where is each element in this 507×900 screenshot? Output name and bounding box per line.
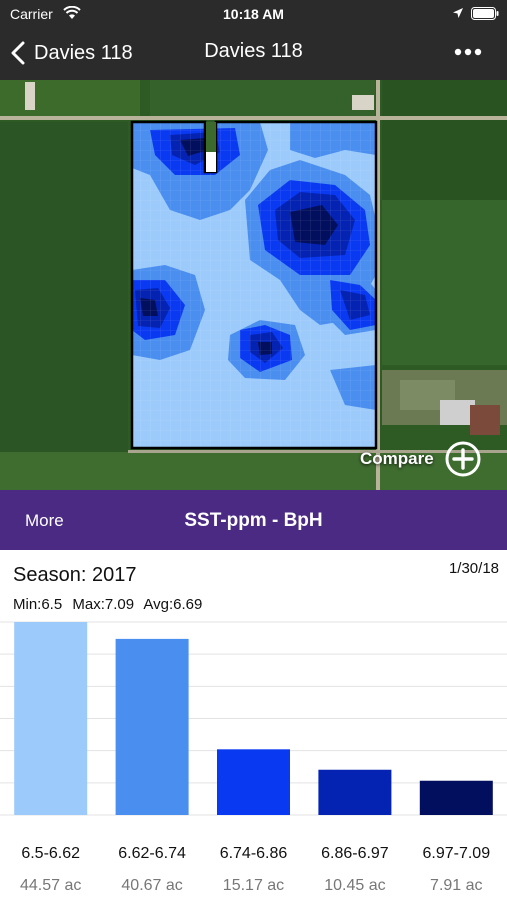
- back-label: Davies 118: [34, 41, 133, 64]
- bar-acres-label: 40.67 ac: [121, 877, 182, 894]
- wifi-icon: [63, 6, 81, 19]
- bar-range-label: 6.5-6.62: [21, 845, 80, 862]
- clock: 10:18 AM: [223, 6, 284, 22]
- back-button[interactable]: Davies 118: [10, 38, 133, 68]
- bar-range-label: 6.97-7.09: [422, 845, 490, 862]
- compare-label: Compare: [360, 449, 434, 468]
- season-label: Season: 2017: [13, 564, 137, 586]
- season-info: Season: 2017 1/30/18 Min:6.5 Max:7.09 Av…: [0, 550, 507, 620]
- more-options-icon[interactable]: [453, 40, 483, 64]
- min-stat: Min:6.5: [13, 596, 63, 613]
- bar-range-label: 6.62-6.74: [118, 845, 186, 862]
- satellite-image: [0, 80, 507, 490]
- bar-range-label: 6.74-6.86: [220, 845, 288, 862]
- histogram-bar[interactable]: [318, 769, 392, 815]
- top-bar: Carrier 10:18 AM Davies 118 Davies 118: [0, 0, 507, 80]
- bar-acres-label: 7.91 ac: [430, 877, 482, 894]
- histogram-chart: 6.5-6.62 44.57 ac 6.62-6.74 40.67 ac 6.74-6.…: [0, 620, 507, 900]
- histogram-bar[interactable]: [217, 749, 290, 815]
- histogram-bar[interactable]: [419, 780, 493, 815]
- compare-button[interactable]: Compare: [360, 440, 482, 478]
- status-bar: Carrier 10:18 AM: [0, 0, 507, 28]
- bar-acres-label: 15.17 ac: [223, 877, 284, 894]
- histogram-bar[interactable]: [14, 622, 88, 815]
- field-map[interactable]: Compare: [0, 80, 507, 490]
- histogram-svg: 6.5-6.62 44.57 ac 6.62-6.74 40.67 ac 6.74-6.…: [0, 621, 507, 894]
- navigation-bar: Davies 118 Davies 118: [0, 28, 507, 78]
- stats-row: Min:6.5 Max:7.09 Avg:6.69: [13, 596, 208, 613]
- histogram-bar[interactable]: [115, 638, 189, 815]
- max-stat: Max:7.09: [72, 596, 135, 613]
- layer-title: SST-ppm - BpH: [184, 510, 323, 531]
- layer-bar: More SST-ppm - BpH: [0, 490, 507, 550]
- location-arrow-icon: [453, 8, 463, 18]
- chevron-left-icon: [11, 41, 25, 65]
- date-label: 1/30/18: [448, 560, 499, 577]
- carrier-label: Carrier: [10, 6, 53, 22]
- bar-acres-label: 44.57 ac: [20, 877, 81, 894]
- more-button[interactable]: More: [25, 511, 64, 530]
- bar-acres-label: 10.45 ac: [324, 877, 385, 894]
- plus-circle-icon: [445, 441, 481, 477]
- battery-icon: [471, 7, 499, 20]
- bar-range-label: 6.86-6.97: [321, 845, 389, 862]
- avg-stat: Avg:6.69: [143, 596, 203, 613]
